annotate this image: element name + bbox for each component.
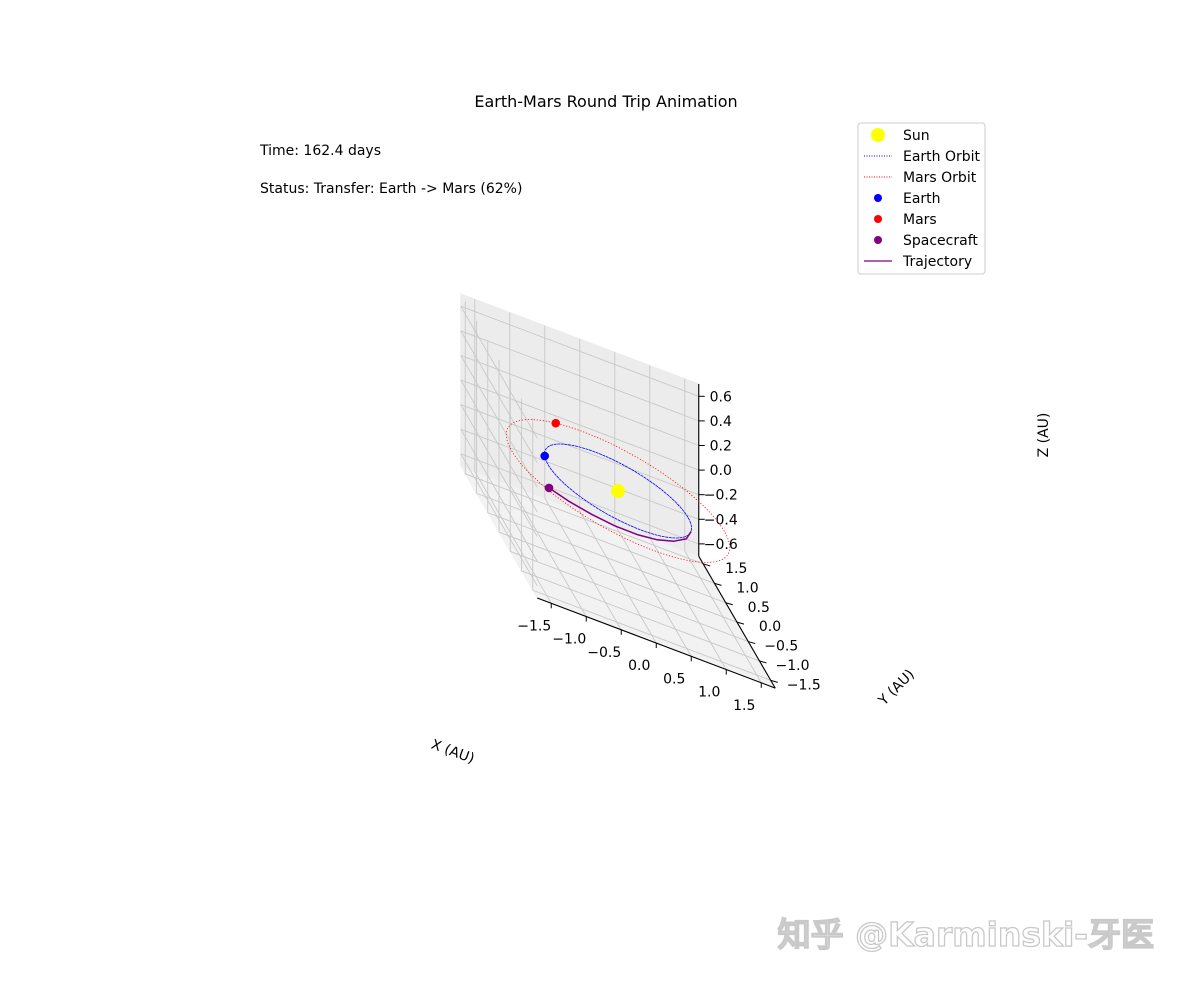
grid-line-z: [460, 330, 699, 422]
y-tick-mark: [736, 621, 745, 625]
y-tick-label: 1.5: [725, 561, 747, 577]
y-tick-mark: [714, 582, 722, 586]
time-readout: Time: 162.4 days: [259, 143, 381, 159]
grid-line-z: [460, 330, 538, 463]
chart-title: Earth-Mars Round Trip Animation: [474, 92, 737, 111]
y-tick-label: 0.0: [759, 619, 781, 635]
legend-label-mars-orbit: Mars Orbit: [903, 170, 977, 186]
plot-marks: [505, 418, 731, 563]
grid-line-z: [460, 404, 699, 496]
legend-swatch-sun: [871, 128, 885, 142]
y-tick-mark: [770, 679, 778, 683]
grid-line-z: [460, 354, 699, 446]
grid-line-y: [532, 589, 771, 681]
legend-label-trajectory: Trajectory: [902, 254, 972, 270]
z-tick-label: −0.6: [704, 537, 738, 553]
legend-label-mars: Mars: [903, 212, 937, 228]
z-tick-label: −0.2: [704, 488, 738, 504]
legend-label-earth: Earth: [903, 191, 941, 207]
mars-marker: [551, 418, 561, 428]
grid-line-z: [460, 453, 699, 545]
x-tick-label: 0.5: [663, 671, 685, 687]
grid-line-y: [465, 473, 704, 565]
grid-line-z: [460, 404, 538, 537]
x-tick-label: 1.5: [733, 698, 755, 714]
status-readout: Status: Transfer: Earth -> Mars (62%): [260, 181, 522, 197]
grid-line-z: [460, 305, 538, 439]
y-tick-label: −1.0: [776, 658, 810, 674]
y-tick-label: −1.5: [787, 677, 821, 693]
x-axis-label: X (AU): [429, 737, 477, 767]
grid-line-y: [521, 570, 760, 662]
legend-label-spacecraft: Spacecraft: [903, 233, 978, 249]
y-tick-label: −0.5: [764, 639, 798, 655]
axes-ticks: −1.5−1.0−0.50.00.51.01.5−1.5−1.0−0.50.00…: [517, 389, 821, 714]
x-tick-label: −1.5: [517, 618, 551, 634]
legend: Sun Earth Orbit Mars Orbit Earth Mars Spacecr…: [857, 122, 986, 275]
grid-line-z: [460, 355, 538, 488]
grid-line-z: [460, 428, 538, 562]
grid-line-z: [460, 428, 699, 520]
y-tick-label: 1.0: [736, 580, 758, 596]
grid-line-y: [476, 492, 715, 584]
y-tick-mark: [725, 602, 733, 606]
x-tick-label: 1.0: [698, 685, 720, 701]
legend-label-earth-orbit: Earth Orbit: [903, 149, 981, 165]
grid-line-z: [460, 379, 538, 513]
z-tick-label: 0.6: [710, 389, 732, 405]
spacecraft-marker: [544, 483, 554, 493]
y-tick-mark: [759, 660, 767, 664]
x-tick-label: 0.0: [628, 658, 650, 674]
legend-label-sun: Sun: [903, 128, 930, 144]
z-tick-label: −0.4: [704, 512, 738, 528]
grid-line-z: [460, 305, 699, 397]
legend-swatch-earth: [874, 194, 882, 202]
earth-marker: [540, 451, 549, 461]
grid-line-y: [510, 551, 749, 642]
z-tick-label: 0.2: [710, 438, 732, 454]
legend-swatch-mars: [874, 215, 882, 223]
z-tick-label: 0.0: [710, 463, 732, 479]
y-tick-mark: [748, 641, 756, 645]
z-tick-label: 0.4: [710, 414, 732, 430]
sun-marker: [611, 484, 625, 498]
grid-line-z: [460, 379, 699, 471]
y-tick-mark: [703, 563, 711, 567]
y-tick-label: 0.5: [748, 600, 770, 616]
legend-box: [857, 122, 986, 275]
grid-line-z: [460, 453, 538, 586]
y-axis-label: Y (AU): [875, 667, 918, 710]
x-tick-label: −0.5: [587, 645, 621, 661]
x-tick-label: −1.0: [552, 632, 586, 648]
earth-orbit-line: [544, 443, 692, 539]
grid-line-y: [498, 531, 738, 623]
watermark: 知乎 @Karminski-牙医: [778, 915, 1154, 954]
grid-line-y: [487, 512, 726, 604]
axes-grid: [460, 299, 771, 684]
legend-swatch-spacecraft: [874, 236, 882, 244]
z-axis-label: Z (AU): [1036, 413, 1052, 458]
trajectory-line: [548, 487, 692, 542]
